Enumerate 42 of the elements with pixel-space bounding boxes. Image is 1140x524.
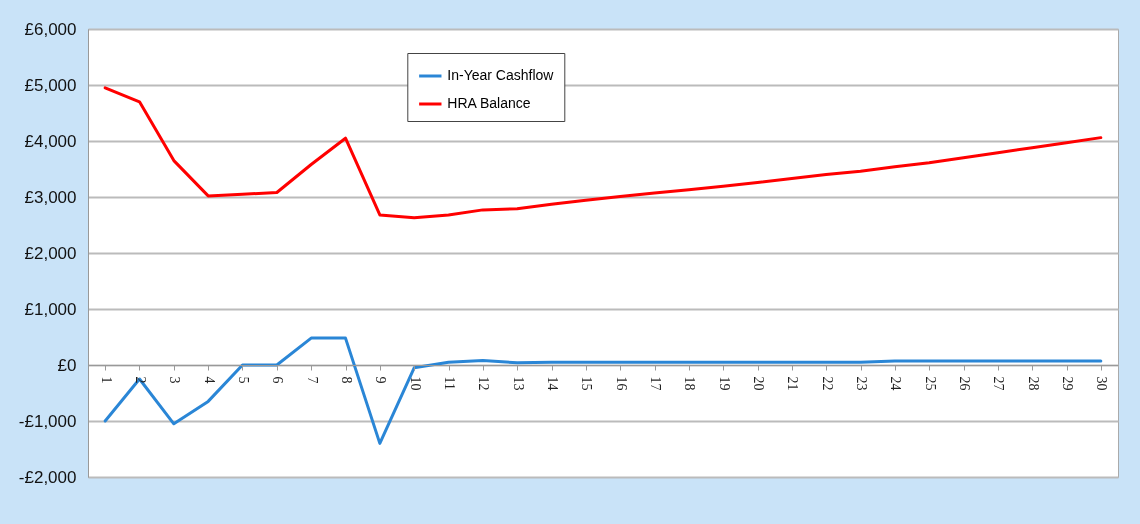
y-tick-label: -£1,000 <box>18 411 77 431</box>
x-tick-label: 7 <box>304 376 320 384</box>
x-tick-label: 29 <box>1060 376 1075 391</box>
x-tick-label: 2 <box>133 376 148 384</box>
x-tick-label: 17 <box>648 376 663 391</box>
y-tick-label: £4,000 <box>24 131 77 151</box>
y-tick-label: £3,000 <box>24 187 77 207</box>
x-tick-label: 5 <box>236 376 251 384</box>
x-tick-label: 13 <box>510 376 526 391</box>
x-tick-label: 23 <box>854 376 869 391</box>
x-tick-label: 22 <box>819 376 835 391</box>
x-tick-label: 24 <box>888 376 904 391</box>
x-tick-label: 9 <box>373 376 389 384</box>
x-tick-label: 26 <box>957 376 972 391</box>
y-tick-label: £6,000 <box>24 19 77 39</box>
x-tick-label: 1 <box>98 376 114 384</box>
x-tick-label: 8 <box>339 376 354 384</box>
x-tick-label: 19 <box>716 376 732 391</box>
x-tick-label: 6 <box>270 376 286 384</box>
x-tick-label: 3 <box>167 376 183 384</box>
x-tick-label: 16 <box>613 376 629 391</box>
x-tick-label: 15 <box>579 376 595 391</box>
x-tick-label: 30 <box>1094 376 1110 391</box>
x-tick-label: 14 <box>545 376 560 391</box>
y-tick-label: £2,000 <box>24 243 77 263</box>
legend-label: In-Year Cashflow <box>447 67 555 83</box>
y-tick-label: £1,000 <box>24 299 77 319</box>
x-tick-label: 11 <box>442 376 457 390</box>
x-tick-label: 12 <box>476 376 492 391</box>
x-tick-label: 21 <box>785 376 801 391</box>
x-tick-label: 27 <box>991 376 1007 391</box>
legend-label: HRA Balance <box>447 95 531 111</box>
x-tick-label: 25 <box>922 376 938 391</box>
x-tick-label: 28 <box>1025 376 1041 391</box>
line-series <box>103 86 1103 220</box>
y-tick-label: £5,000 <box>24 75 77 95</box>
x-tick-label: 4 <box>201 376 217 384</box>
x-tick-label: 10 <box>407 376 423 391</box>
y-tick-label: -£2,000 <box>18 467 77 487</box>
x-tick-label: 18 <box>682 376 698 391</box>
x-tick-label: 20 <box>751 376 766 391</box>
y-tick-label: £0 <box>57 355 77 375</box>
